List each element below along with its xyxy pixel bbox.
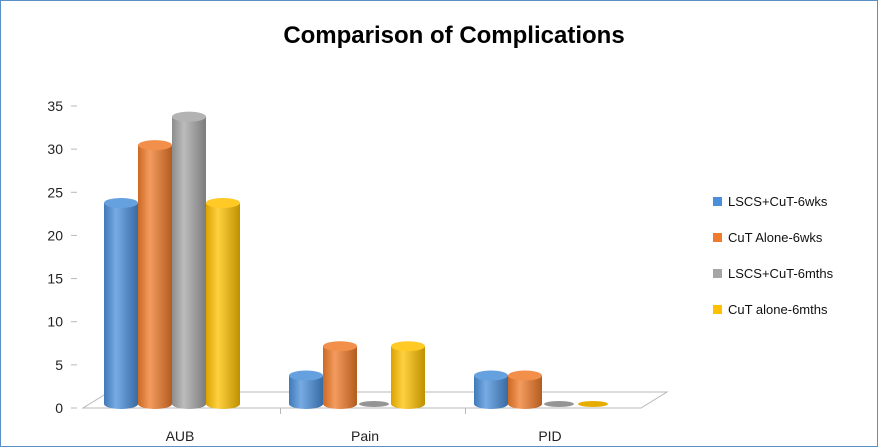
bar-cylinder-body xyxy=(474,375,508,409)
y-tick-label: 30 xyxy=(47,141,63,157)
y-tick-label: 25 xyxy=(47,184,63,200)
x-tick-label: PID xyxy=(538,428,561,444)
bar xyxy=(289,370,323,409)
bar-cylinder-body xyxy=(138,145,172,409)
y-tick-label: 10 xyxy=(47,314,63,330)
legend-label: LSCS+CuT-6mths xyxy=(728,266,834,281)
bar xyxy=(206,197,240,409)
bar-cylinder-body xyxy=(391,346,425,409)
bar xyxy=(544,401,574,407)
bar-cylinder-top xyxy=(172,111,206,122)
bar-cylinder-top xyxy=(138,140,172,151)
bar-cylinder-body xyxy=(508,375,542,409)
bar-cylinder-top xyxy=(508,370,542,381)
bar xyxy=(172,111,206,409)
bar xyxy=(323,341,357,409)
bar xyxy=(359,401,389,407)
bar-cylinder-body xyxy=(172,116,206,409)
bar-cylinder-body xyxy=(289,375,323,409)
y-tick-label: 15 xyxy=(47,271,63,287)
bar-cylinder-top xyxy=(289,370,323,381)
legend-swatch xyxy=(713,233,722,242)
bar-cylinder-body xyxy=(104,202,138,409)
bar xyxy=(391,341,425,409)
bar-cylinder-body xyxy=(323,346,357,409)
x-tick-label: Pain xyxy=(351,428,379,444)
bar-layer xyxy=(104,111,608,409)
bar-cylinder-body xyxy=(206,202,240,409)
x-tick-label: AUB xyxy=(166,428,195,444)
bar-zero-disc xyxy=(359,401,389,407)
legend-label: LSCS+CuT-6wks xyxy=(728,194,828,209)
legend-swatch xyxy=(713,305,722,314)
bar xyxy=(508,370,542,409)
bar-cylinder-top xyxy=(391,341,425,352)
bar xyxy=(104,197,138,409)
y-tick-label: 0 xyxy=(55,400,63,416)
label-layer: 0 5 10 15 20 25 30 35 AUB Pain PID xyxy=(47,98,561,444)
bar xyxy=(578,401,608,407)
legend-label: CuT Alone-6wks xyxy=(728,230,823,245)
chart-title: Comparison of Complications xyxy=(283,22,624,49)
legend: LSCS+CuT-6wks CuT Alone-6wks LSCS+CuT-6mth… xyxy=(713,194,834,317)
bar-cylinder-top xyxy=(104,197,138,208)
y-tick-label: 35 xyxy=(47,98,63,114)
bar-cylinder-top xyxy=(474,370,508,381)
bar-cylinder-top xyxy=(323,341,357,352)
bar-cylinder-top xyxy=(206,197,240,208)
bar-zero-disc xyxy=(578,401,608,407)
y-tick-label: 5 xyxy=(55,357,63,373)
bar xyxy=(138,140,172,409)
legend-label: CuT alone-6mths xyxy=(728,302,828,317)
y-tick-label: 20 xyxy=(47,227,63,243)
legend-swatch xyxy=(713,197,722,206)
legend-swatch xyxy=(713,269,722,278)
bar-zero-disc xyxy=(544,401,574,407)
bar xyxy=(474,370,508,409)
